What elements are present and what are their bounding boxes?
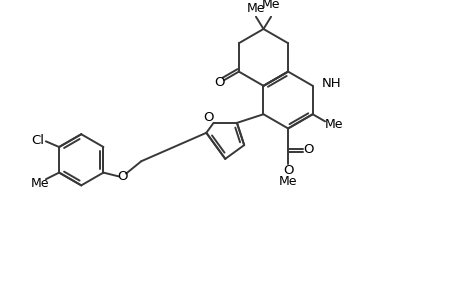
Text: NH: NH — [321, 77, 341, 90]
Text: O: O — [203, 111, 213, 124]
Text: Me: Me — [246, 2, 264, 15]
Text: Me: Me — [31, 178, 49, 190]
Text: Me: Me — [324, 118, 342, 131]
Text: Cl: Cl — [31, 134, 44, 147]
Text: Me: Me — [261, 0, 280, 11]
Text: O: O — [213, 76, 224, 89]
Text: O: O — [117, 170, 127, 183]
Text: Me: Me — [278, 175, 297, 188]
Text: O: O — [282, 164, 293, 177]
Text: O: O — [303, 143, 313, 156]
